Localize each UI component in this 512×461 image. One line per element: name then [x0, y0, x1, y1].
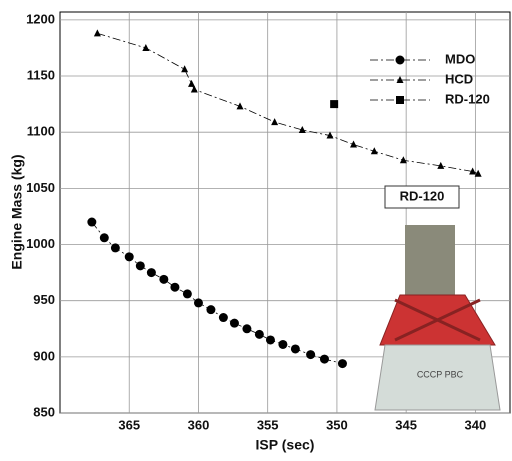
- point: [146, 268, 156, 278]
- svg-text:CCCP PBC: CCCP PBC: [417, 369, 464, 379]
- legend-marker: [396, 96, 404, 104]
- point: [469, 167, 477, 175]
- legend-marker: [395, 55, 405, 65]
- legend-label: RD-120: [445, 91, 490, 106]
- y-tick-label: 1100: [27, 124, 55, 139]
- point: [188, 79, 196, 87]
- point: [159, 274, 169, 284]
- x-tick-label: 340: [465, 417, 487, 432]
- point: [290, 344, 300, 354]
- y-tick-label: 1150: [27, 67, 55, 82]
- point: [135, 261, 145, 271]
- point: [87, 217, 97, 227]
- point: [190, 85, 198, 93]
- point: [182, 289, 192, 299]
- point: [218, 313, 228, 323]
- y-tick-label: 850: [33, 404, 55, 419]
- x-tick-label: 350: [326, 417, 348, 432]
- fit-line: [97, 32, 479, 175]
- point: [110, 243, 120, 253]
- y-tick-label: 950: [33, 292, 55, 307]
- legend-label: HCD: [445, 71, 473, 86]
- annotation: RD-120: [400, 188, 445, 203]
- point: [326, 131, 334, 139]
- engine-image: CCCP PBC: [374, 225, 501, 411]
- point: [271, 118, 279, 126]
- y-tick-label: 1000: [26, 236, 55, 251]
- point: [319, 354, 329, 364]
- point: [181, 65, 189, 73]
- point: [337, 359, 347, 369]
- point: [170, 282, 180, 292]
- point: [298, 125, 306, 133]
- point: [370, 147, 378, 155]
- point: [306, 350, 316, 360]
- point: [124, 252, 134, 262]
- y-tick-label: 1050: [26, 180, 55, 195]
- x-axis-label: ISP (sec): [256, 437, 315, 453]
- point: [474, 169, 482, 177]
- point: [99, 233, 109, 243]
- point: [93, 29, 101, 37]
- annotation-box: [384, 185, 460, 209]
- point: [206, 305, 216, 315]
- y-tick-label: 1200: [26, 11, 55, 26]
- x-tick-label: 365: [118, 417, 140, 432]
- point: [437, 161, 445, 169]
- point: [142, 43, 150, 51]
- point: [254, 329, 264, 339]
- y-axis-label: Engine Mass (kg): [9, 154, 25, 269]
- point: [278, 339, 288, 349]
- point: [399, 156, 407, 164]
- y-tick-label: 900: [33, 348, 55, 363]
- point: [242, 324, 252, 334]
- point: [193, 298, 203, 308]
- x-tick-label: 360: [188, 417, 210, 432]
- x-tick-label: 355: [257, 417, 279, 432]
- point: [236, 102, 244, 110]
- point: [350, 140, 358, 148]
- plot: 850 900 950 1000 1050 1100 1150 1200 365 360 355 35…: [26, 11, 511, 432]
- legend-marker: [396, 76, 404, 83]
- x-tick-label: 345: [395, 417, 417, 432]
- point: [265, 335, 275, 345]
- point: [330, 100, 339, 109]
- point: [229, 318, 239, 328]
- legend-label: MDO: [445, 51, 475, 66]
